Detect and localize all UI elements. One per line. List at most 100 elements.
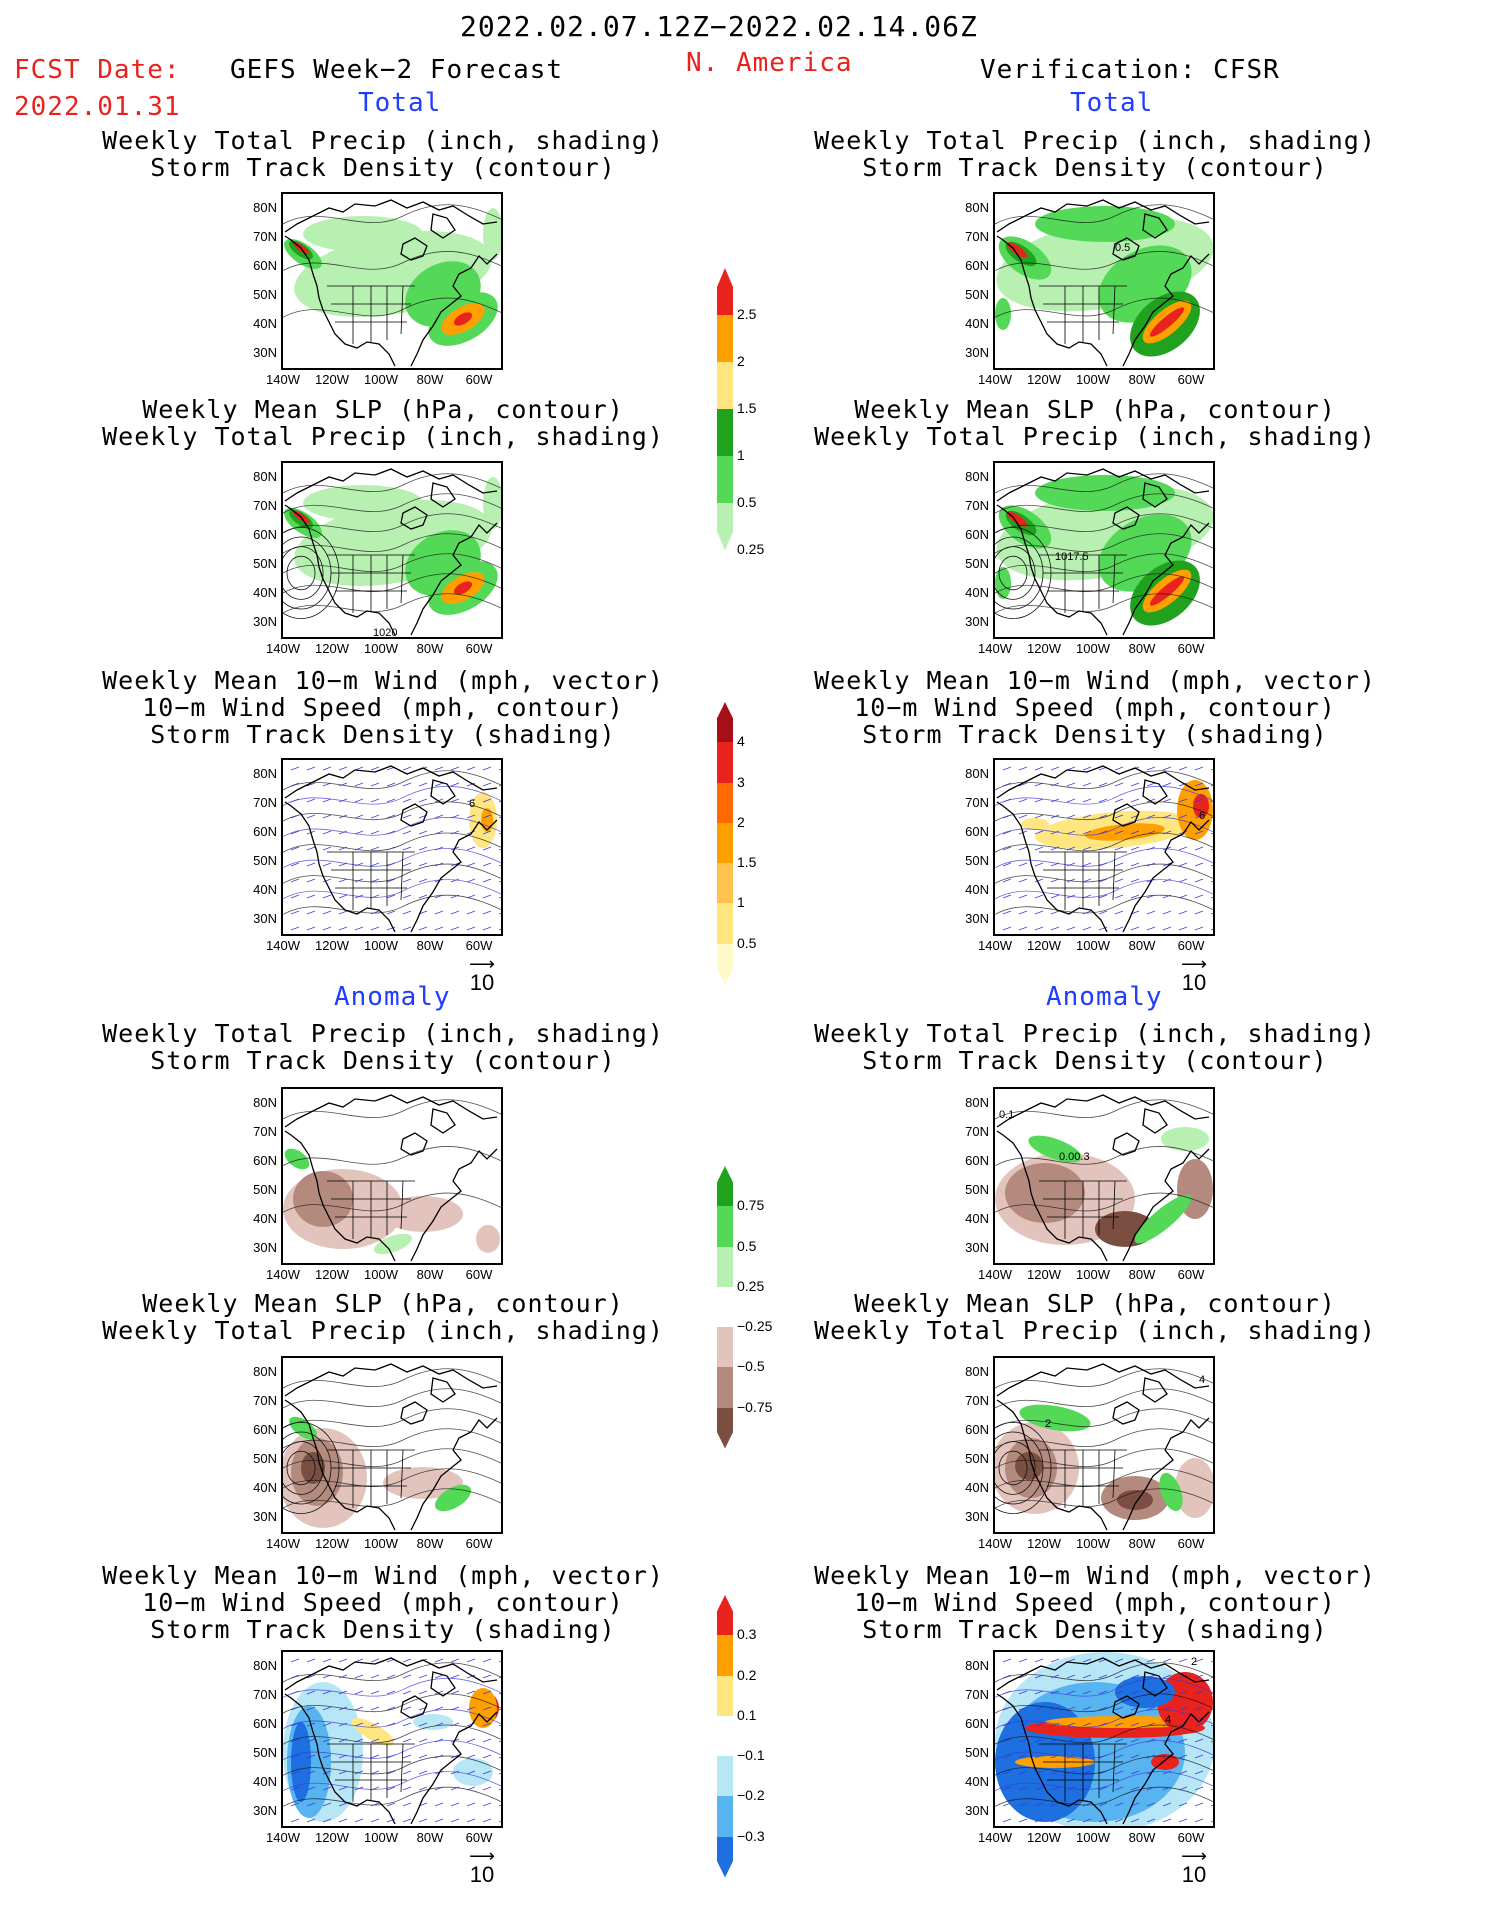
wind-vector — [1034, 1738, 1044, 1743]
wind-vector — [1002, 1818, 1012, 1823]
wind-vector — [1210, 864, 1213, 867]
wind-vector — [450, 926, 460, 931]
wind-vector — [418, 926, 428, 931]
wind-vector — [338, 1786, 348, 1791]
wind-vector — [402, 1690, 412, 1695]
colorbar-segment — [717, 362, 733, 410]
wind-vector — [290, 1722, 300, 1727]
lon-tick-label: 60W — [1177, 1536, 1205, 1551]
wind-vector — [482, 1738, 492, 1743]
wind-vector — [1210, 1660, 1213, 1663]
shading-region — [483, 208, 501, 260]
state-borders — [1039, 851, 1127, 910]
wind-vector — [354, 1722, 364, 1727]
contour-line — [995, 1677, 1213, 1698]
contour-line — [283, 848, 501, 869]
wind-vector — [386, 894, 396, 899]
wind-vector — [322, 894, 332, 899]
state-borders — [327, 1180, 415, 1239]
wind-vector — [1194, 814, 1204, 819]
wind-vector — [306, 798, 316, 803]
wind-vector — [1034, 910, 1044, 915]
lat-tick-label: 50N — [253, 1451, 277, 1466]
date-range: 2022.02.07.12Z−2022.02.14.06Z — [460, 10, 978, 43]
wind-vector — [1146, 1754, 1156, 1759]
wind-vector — [1130, 1786, 1140, 1791]
wind-vector — [466, 814, 476, 819]
title-fcst-anom-wind: Weekly Mean 10−m Wind (mph, vector) 10−m… — [102, 1561, 664, 1644]
contour-line — [995, 832, 1213, 853]
shading-region — [413, 1714, 453, 1730]
wind-vector — [1194, 1754, 1204, 1759]
wind-vector — [1066, 782, 1076, 787]
wind-vector — [1194, 1674, 1204, 1679]
wind-vector — [370, 926, 380, 931]
lon-tick-label: 80W — [416, 1830, 444, 1845]
shading-region — [453, 581, 473, 595]
lon-tick-label: 100W — [1076, 641, 1110, 656]
map-drawing — [995, 468, 1213, 636]
wind-vector — [354, 798, 364, 803]
coastline — [996, 1094, 1210, 1262]
wind-vector — [338, 1674, 348, 1679]
wind-vector — [1050, 782, 1060, 787]
title-obs-anom-slp: Weekly Mean SLP (hPa, contour) Weekly To… — [814, 1289, 1376, 1345]
wind-vector — [482, 782, 492, 787]
contour-line — [283, 770, 501, 791]
title-fcst-anom-precip: Weekly Total Precip (inch, shading) Stor… — [102, 1019, 664, 1075]
wind-vector — [1050, 1786, 1060, 1791]
lat-tick-label: 50N — [253, 1745, 277, 1760]
contour-label: 2 — [1191, 1656, 1198, 1668]
wind-vector — [354, 878, 364, 883]
state-borders — [327, 554, 415, 613]
vector-reference-value: 10 — [469, 1862, 495, 1887]
wind-vector — [498, 800, 501, 803]
colorbar-label: −0.5 — [737, 1358, 765, 1375]
wind-vector — [290, 782, 300, 787]
lat-tick-label: 50N — [253, 556, 277, 571]
wind-vector — [1114, 1802, 1124, 1807]
state-borders — [327, 285, 415, 344]
coastline — [284, 199, 498, 367]
lon-tick-label: 100W — [1076, 1830, 1110, 1845]
wind-vector — [1050, 1690, 1060, 1695]
lon-tick-label: 120W — [315, 1267, 349, 1282]
wind-vector — [402, 1802, 412, 1807]
coastline — [996, 1657, 1210, 1825]
wind-vector — [1082, 1690, 1092, 1695]
wind-vector — [1162, 814, 1172, 819]
colorbar-segment — [717, 1715, 733, 1757]
lon-tick-label: 120W — [315, 1536, 349, 1551]
wind-vector — [1146, 1802, 1156, 1807]
wind-vector — [1210, 1788, 1213, 1791]
wind-vector — [386, 1674, 396, 1679]
wind-vector — [322, 1722, 332, 1727]
colorbar-segment — [717, 822, 733, 864]
colorbar-segment — [717, 1166, 733, 1207]
shading-region — [1028, 1135, 1082, 1163]
wind-vector — [370, 846, 380, 851]
wind-vector — [1130, 830, 1140, 835]
wind-vector — [1114, 830, 1124, 835]
lat-tick-label: 70N — [253, 229, 277, 244]
lon-tick-label: 100W — [364, 938, 398, 953]
contour-line — [995, 1468, 1213, 1489]
contour-label: 0.00.3 — [1059, 1151, 1090, 1163]
colorbar-storm-track-anomaly — [717, 1595, 733, 1878]
wind-vector — [1018, 846, 1028, 851]
wind-vector — [370, 1722, 380, 1727]
wind-vector — [450, 782, 460, 787]
wind-vector — [370, 766, 380, 771]
wind-vector — [306, 910, 316, 915]
wind-vector — [1146, 1706, 1156, 1711]
lon-tick-label: 120W — [315, 938, 349, 953]
lon-tick-label: 80W — [416, 372, 444, 387]
wind-vector — [498, 1820, 501, 1823]
wind-vector — [418, 1722, 428, 1727]
wind-vector — [338, 1770, 348, 1775]
wind-vector — [386, 1770, 396, 1775]
wind-vector — [1162, 894, 1172, 899]
wind-vector — [402, 782, 412, 787]
wind-vector — [1114, 846, 1124, 851]
shading-region — [1159, 1472, 1183, 1512]
